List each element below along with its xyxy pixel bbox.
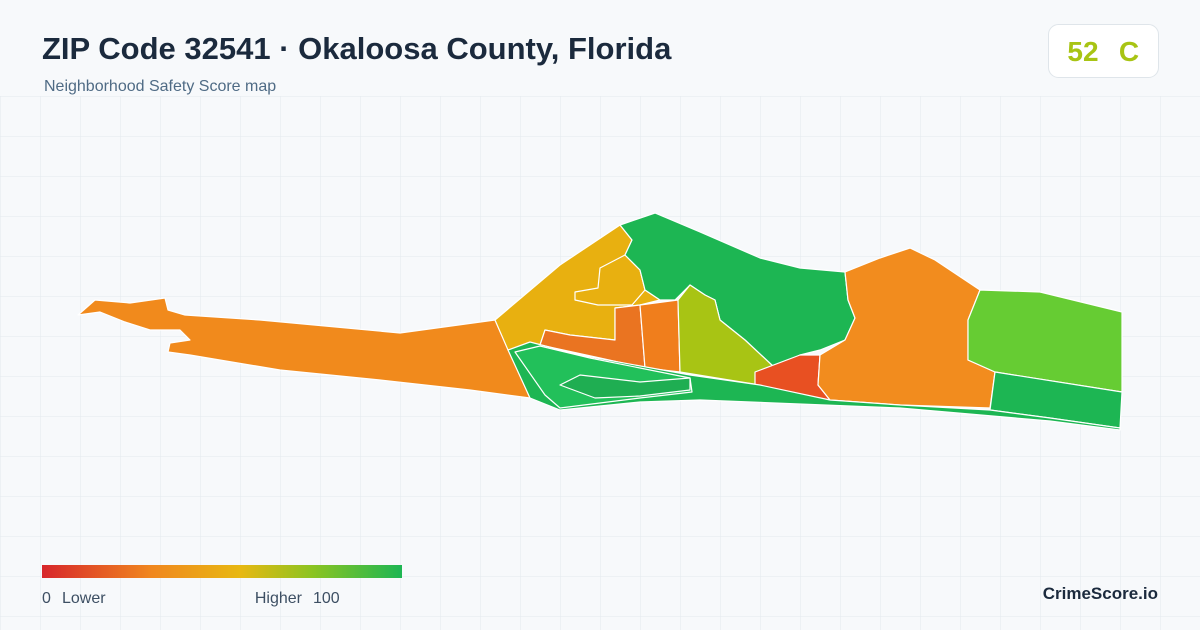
- legend-max-label: Higher: [255, 590, 303, 607]
- legend-scale: [42, 565, 402, 578]
- score-badge: [1048, 24, 1159, 78]
- score-value: 52: [1067, 36, 1098, 67]
- area: [77, 297, 531, 399]
- legend-min-label: Lower: [62, 590, 106, 607]
- subtitle: Neighborhood Safety Score map: [44, 78, 276, 95]
- map: [77, 212, 1123, 431]
- title: ZIP Code 32541 · Okaloosa County, Florid…: [42, 31, 672, 66]
- area: [677, 284, 776, 386]
- score-grade: C: [1119, 36, 1139, 67]
- brand: CrimeScore.io: [1043, 584, 1158, 603]
- legend-max: 100: [313, 590, 340, 607]
- legend-min: 0: [42, 590, 51, 607]
- area: [639, 299, 681, 373]
- area: [559, 374, 691, 399]
